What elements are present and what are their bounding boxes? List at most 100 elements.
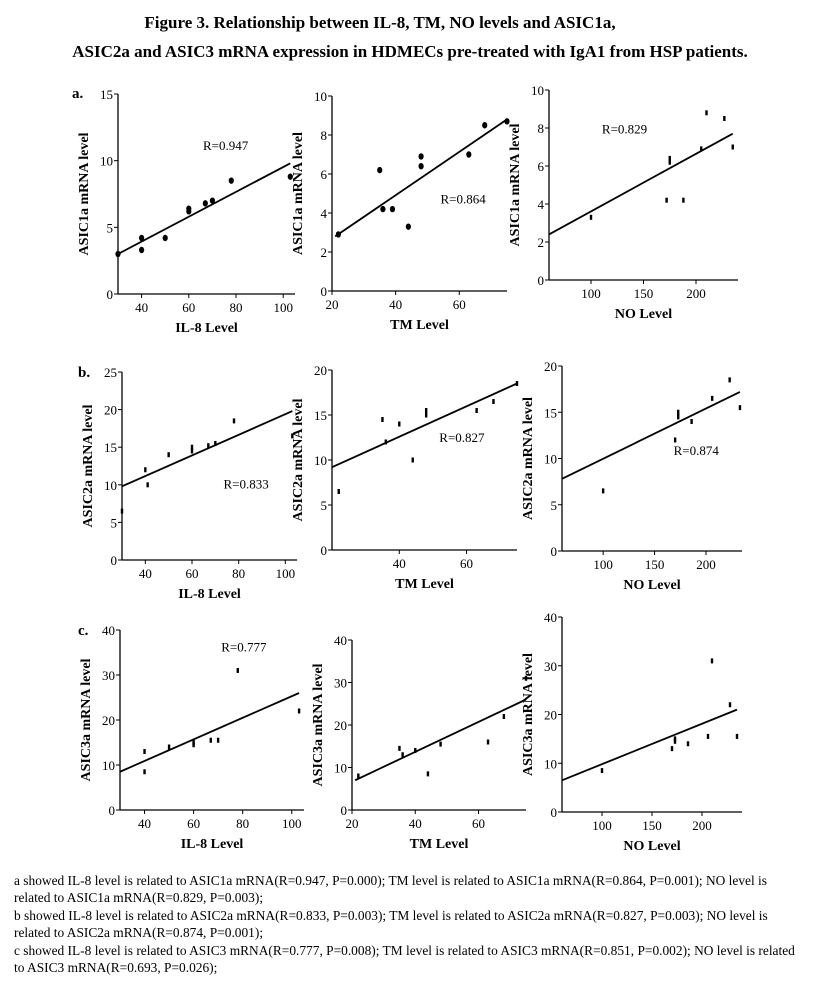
y-tick-label: 8 [321, 128, 328, 143]
y-tick-label: 8 [538, 121, 545, 136]
y-axis-title: ASIC2a mRNA level [521, 397, 536, 520]
y-tick-label: 4 [321, 206, 328, 221]
y-tick-label: 30 [102, 668, 115, 683]
x-axis-title: NO Level [623, 839, 680, 854]
x-axis-title: NO Level [623, 578, 680, 593]
y-tick-label: 40 [544, 610, 557, 625]
y-tick-label: 20 [314, 363, 327, 378]
data-point [504, 118, 510, 125]
data-point [190, 448, 194, 454]
data-point [524, 675, 528, 681]
regression-line [354, 698, 527, 782]
x-tick-label: 60 [460, 556, 473, 571]
y-tick-label: 15 [100, 87, 113, 102]
data-point [710, 395, 714, 401]
data-point [492, 399, 495, 404]
data-point [466, 151, 472, 158]
data-point [335, 231, 341, 238]
x-tick-label: 150 [642, 818, 662, 833]
data-point [601, 488, 605, 494]
data-point [682, 197, 685, 203]
y-tick-label: 0 [107, 287, 114, 302]
data-point [139, 234, 145, 242]
data-point [380, 205, 386, 213]
data-point [589, 214, 593, 220]
x-tick-label: 100 [581, 286, 601, 301]
figure-caption: a showed IL-8 level is related to ASIC1a… [14, 872, 804, 976]
data-point [337, 489, 340, 494]
data-point [668, 155, 671, 161]
regression-line [121, 410, 293, 488]
data-point [439, 741, 442, 747]
y-tick-label: 2 [538, 235, 545, 250]
data-point [232, 418, 236, 424]
x-tick-label: 80 [230, 300, 243, 315]
x-tick-label: 40 [389, 297, 402, 312]
x-tick-label: 100 [282, 816, 302, 831]
y-tick-label: 20 [102, 713, 115, 728]
x-tick-label: 40 [138, 816, 151, 831]
data-point [690, 419, 693, 424]
data-point [192, 742, 195, 748]
x-tick-label: 40 [139, 566, 152, 581]
data-point [728, 377, 731, 383]
regression-line [548, 132, 734, 236]
data-point [186, 205, 192, 212]
data-point [287, 173, 293, 180]
y-tick-label: 10 [544, 452, 557, 467]
x-tick-label: 150 [645, 557, 665, 572]
y-axis-title: ASIC2a mRNA level [81, 404, 96, 527]
y-tick-label: 40 [102, 623, 115, 638]
y-tick-label: 20 [544, 359, 557, 374]
data-point [167, 744, 171, 750]
x-axis-title: TM Level [410, 837, 469, 852]
data-point [677, 409, 680, 415]
correlation-label: R=0.833 [224, 477, 269, 492]
data-point [600, 768, 604, 774]
y-axis-title: ASIC3a mRNA level [311, 663, 326, 786]
data-point [705, 110, 708, 116]
data-point [139, 246, 145, 254]
data-point [405, 223, 411, 230]
data-point [411, 457, 414, 463]
data-point [665, 197, 668, 203]
data-point [216, 737, 220, 743]
data-point [398, 421, 401, 427]
data-point [670, 746, 674, 752]
data-point [686, 741, 690, 747]
data-point [236, 668, 239, 673]
row-label-c: c. [78, 623, 89, 639]
y-tick-label: 30 [544, 659, 557, 674]
x-tick-label: 150 [634, 286, 654, 301]
x-axis-title: IL-8 Level [178, 587, 241, 602]
x-axis-title: IL-8 Level [175, 321, 238, 336]
data-point [202, 200, 208, 207]
regression-line [119, 692, 300, 773]
data-point [115, 250, 121, 258]
data-point [706, 733, 710, 739]
y-tick-label: 0 [341, 803, 348, 818]
x-axis-title: TM Level [395, 577, 454, 592]
y-tick-label: 0 [111, 553, 118, 568]
y-axis-title: ASIC3a mRNA level [79, 658, 94, 781]
y-tick-label: 0 [321, 284, 328, 299]
data-point [668, 159, 671, 165]
x-tick-label: 60 [186, 566, 199, 581]
scatter-plot-c-il8: 0 10 20 30 40 40 60 80 100 IL-8 Level ASIC3a mRNA … [79, 623, 304, 852]
data-point [482, 122, 488, 129]
x-tick-label: 60 [472, 816, 485, 831]
data-point [214, 440, 217, 446]
x-tick-label: 20 [346, 816, 359, 831]
y-tick-label: 10 [544, 756, 557, 771]
row-label-b: b. [78, 365, 91, 381]
correlation-label: R=0.829 [602, 122, 647, 137]
data-point [700, 146, 703, 152]
regression-line [334, 118, 508, 238]
figure-title-line2: ASIC2a and ASIC3 mRNA expression in HDME… [72, 42, 748, 61]
y-tick-label: 20 [334, 718, 347, 733]
x-axis-title: TM Level [390, 318, 449, 333]
y-axis-title: ASIC3a mRNA level [521, 653, 536, 776]
y-tick-label: 30 [334, 676, 347, 691]
x-tick-label: 200 [686, 286, 706, 301]
data-point [486, 739, 490, 745]
